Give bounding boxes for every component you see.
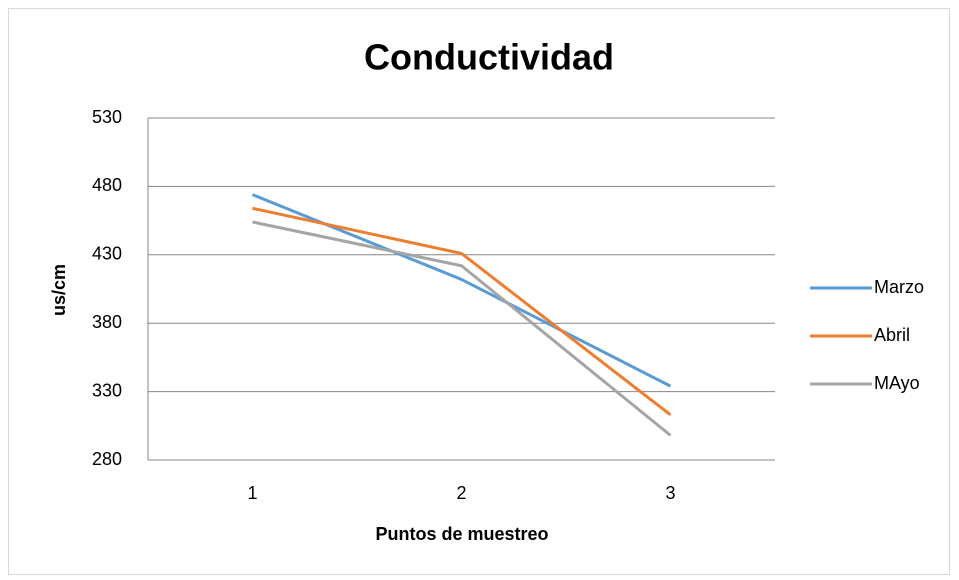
legend-label: MAyo (874, 373, 920, 393)
legend-label: Abril (874, 325, 910, 345)
line-series (252, 220, 672, 437)
legend-label: Marzo (874, 277, 924, 297)
y-tick-label: 430 (92, 244, 122, 264)
y-tick-label: 480 (92, 175, 122, 195)
y-tick-label: 530 (92, 107, 122, 127)
y-tick-label: 380 (92, 312, 122, 332)
x-tick-label: 3 (665, 483, 675, 503)
chart-border (8, 8, 950, 575)
x-axis-label: Puntos de muestreo (375, 524, 548, 544)
x-tick-label: 2 (456, 483, 466, 503)
chart-title: Conductividad (364, 37, 614, 78)
y-tick-label: 280 (92, 449, 122, 469)
x-tick-label: 1 (247, 483, 257, 503)
y-axis-label: us/cm (49, 264, 69, 316)
line-series (252, 206, 672, 417)
y-tick-label: 330 (92, 380, 122, 400)
